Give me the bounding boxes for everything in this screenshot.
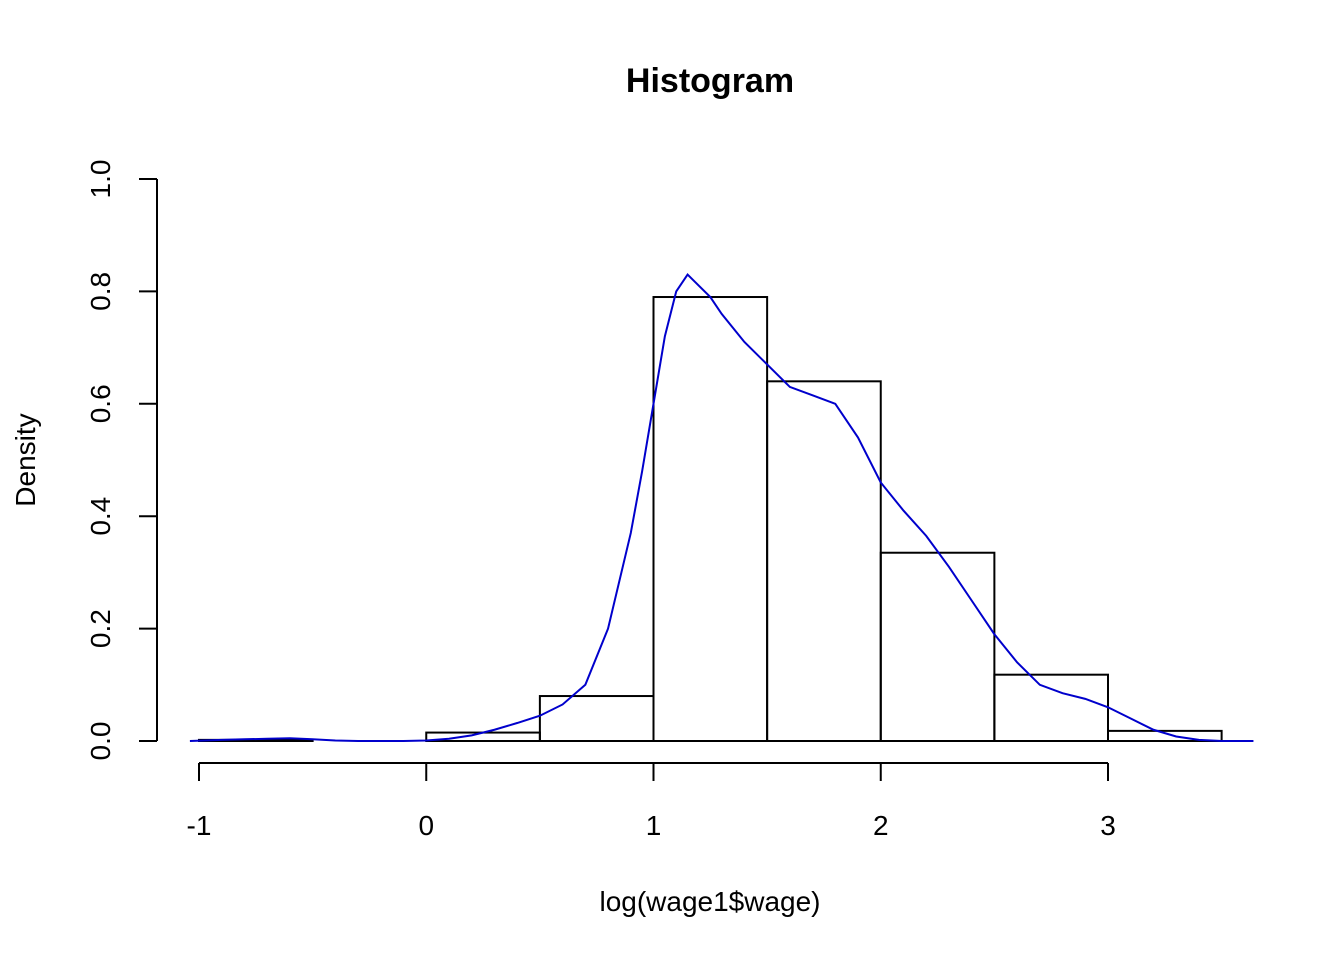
x-axis-label: log(wage1$wage) [599, 886, 820, 917]
histogram-bar-5 [879, 551, 996, 742]
histogram-bar-7 [1107, 729, 1223, 742]
density-series-line [189, 272, 1254, 742]
x-tick-label: 3 [1100, 810, 1116, 841]
histogram-bar-2 [538, 695, 655, 742]
x-axis-ticks: -1 0 1 2 3 [187, 763, 1116, 841]
y-tick-label: 0.6 [85, 384, 116, 423]
x-tick-label: 2 [873, 810, 889, 841]
y-tick-label: 0.8 [85, 272, 116, 311]
x-tick-label: -1 [187, 810, 212, 841]
histogram-bar-4 [766, 380, 882, 742]
x-tick-label: 1 [646, 810, 662, 841]
histogram-bar-3 [652, 296, 769, 742]
y-tick-label: 1.0 [85, 160, 116, 199]
chart-title: Histogram [626, 62, 794, 100]
x-tick-label: 0 [418, 810, 434, 841]
y-axis-ticks: 0.0 0.2 0.4 0.6 0.8 1.0 [85, 160, 157, 761]
y-tick-label: 0.0 [85, 722, 116, 761]
histogram-bars [198, 296, 1223, 743]
histogram-bar-6 [993, 673, 1109, 743]
y-tick-label: 0.2 [85, 609, 116, 648]
y-axis-label: Density [10, 413, 41, 506]
y-tick-label: 0.4 [85, 497, 116, 536]
